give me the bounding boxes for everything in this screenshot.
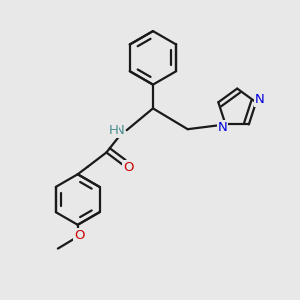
Text: N: N	[114, 124, 124, 137]
Text: N: N	[218, 121, 227, 134]
Text: H: H	[108, 124, 118, 137]
Text: O: O	[74, 229, 85, 242]
Text: N: N	[255, 93, 265, 106]
Text: O: O	[123, 161, 134, 174]
